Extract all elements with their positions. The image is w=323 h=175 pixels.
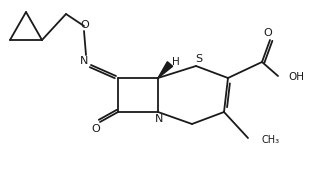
Text: O: O — [81, 20, 89, 30]
Text: OH: OH — [288, 72, 304, 82]
Text: H: H — [172, 57, 180, 67]
Text: O: O — [264, 28, 272, 38]
Polygon shape — [158, 62, 173, 78]
Text: CH₃: CH₃ — [262, 135, 280, 145]
Text: S: S — [195, 54, 203, 64]
Text: O: O — [92, 124, 100, 134]
Text: N: N — [80, 56, 88, 66]
Text: N: N — [155, 114, 163, 124]
